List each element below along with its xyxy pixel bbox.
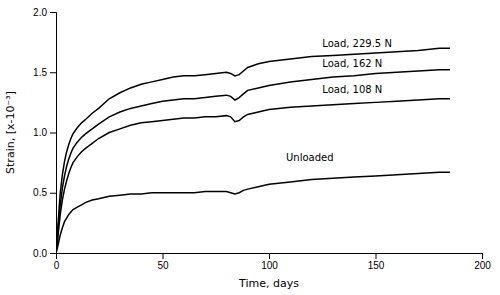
series-line: [56, 48, 450, 253]
series-line: [56, 99, 450, 253]
tick-mark: [482, 253, 483, 259]
tick-label: 1.5: [33, 67, 47, 78]
lines: [56, 48, 450, 253]
tick-mark: [50, 12, 56, 13]
tick-label: 0: [54, 260, 60, 271]
tick: 100: [261, 253, 278, 271]
y-axis-title: Strain, [x-10⁻³]: [4, 91, 17, 174]
chart: 0 50 100 150 200 0.0 0.5 1.0 1.5 2.0 Load, 229.5 N…: [0, 0, 500, 295]
tick-label: 50: [157, 260, 169, 271]
annotation: Load, 108 N: [322, 84, 382, 95]
tick: 50: [157, 253, 169, 271]
annotation: Load, 229.5 N: [322, 38, 392, 49]
tick-label: 0.5: [33, 187, 47, 198]
tick-label: 150: [368, 260, 385, 271]
tick-label: 100: [261, 260, 278, 271]
tick-mark: [163, 253, 164, 259]
tick-mark: [50, 253, 56, 254]
annotation: Unloaded: [286, 152, 334, 163]
tick-mark: [50, 193, 56, 194]
annotations: Load, 229.5 N Load, 162 N Load, 108 N Unloa…: [286, 38, 392, 163]
tick: 200: [474, 253, 491, 271]
tick: 2.0: [33, 7, 56, 18]
axis-line: [57, 254, 483, 260]
y-axis: 0.0 0.5 1.0 1.5 2.0: [33, 7, 56, 259]
tick-label: 2.0: [33, 7, 47, 18]
tick: 0: [54, 253, 60, 271]
tick-mark: [50, 133, 56, 134]
tick: 0.0: [33, 248, 56, 259]
series-line: [56, 70, 450, 253]
annotation: Load, 162 N: [322, 58, 382, 69]
tick: 150: [368, 253, 385, 271]
axis-line: [50, 13, 57, 254]
tick-label: 1.0: [33, 127, 47, 138]
plot: 0 50 100 150 200 0.0 0.5 1.0 1.5 2.0 Load, 229.5 N…: [33, 7, 491, 271]
tick-mark: [376, 253, 377, 259]
tick-label: 200: [474, 260, 491, 271]
x-axis-title: Time, days: [238, 277, 299, 290]
tick-mark: [269, 253, 270, 259]
tick: 0.5: [33, 187, 56, 198]
tick: 1.0: [33, 127, 56, 138]
tick-mark: [50, 72, 56, 73]
series-line: [56, 172, 450, 253]
tick-label: 0.0: [33, 248, 47, 259]
tick: 1.5: [33, 67, 56, 78]
x-axis: 0 50 100 150 200: [54, 253, 492, 271]
